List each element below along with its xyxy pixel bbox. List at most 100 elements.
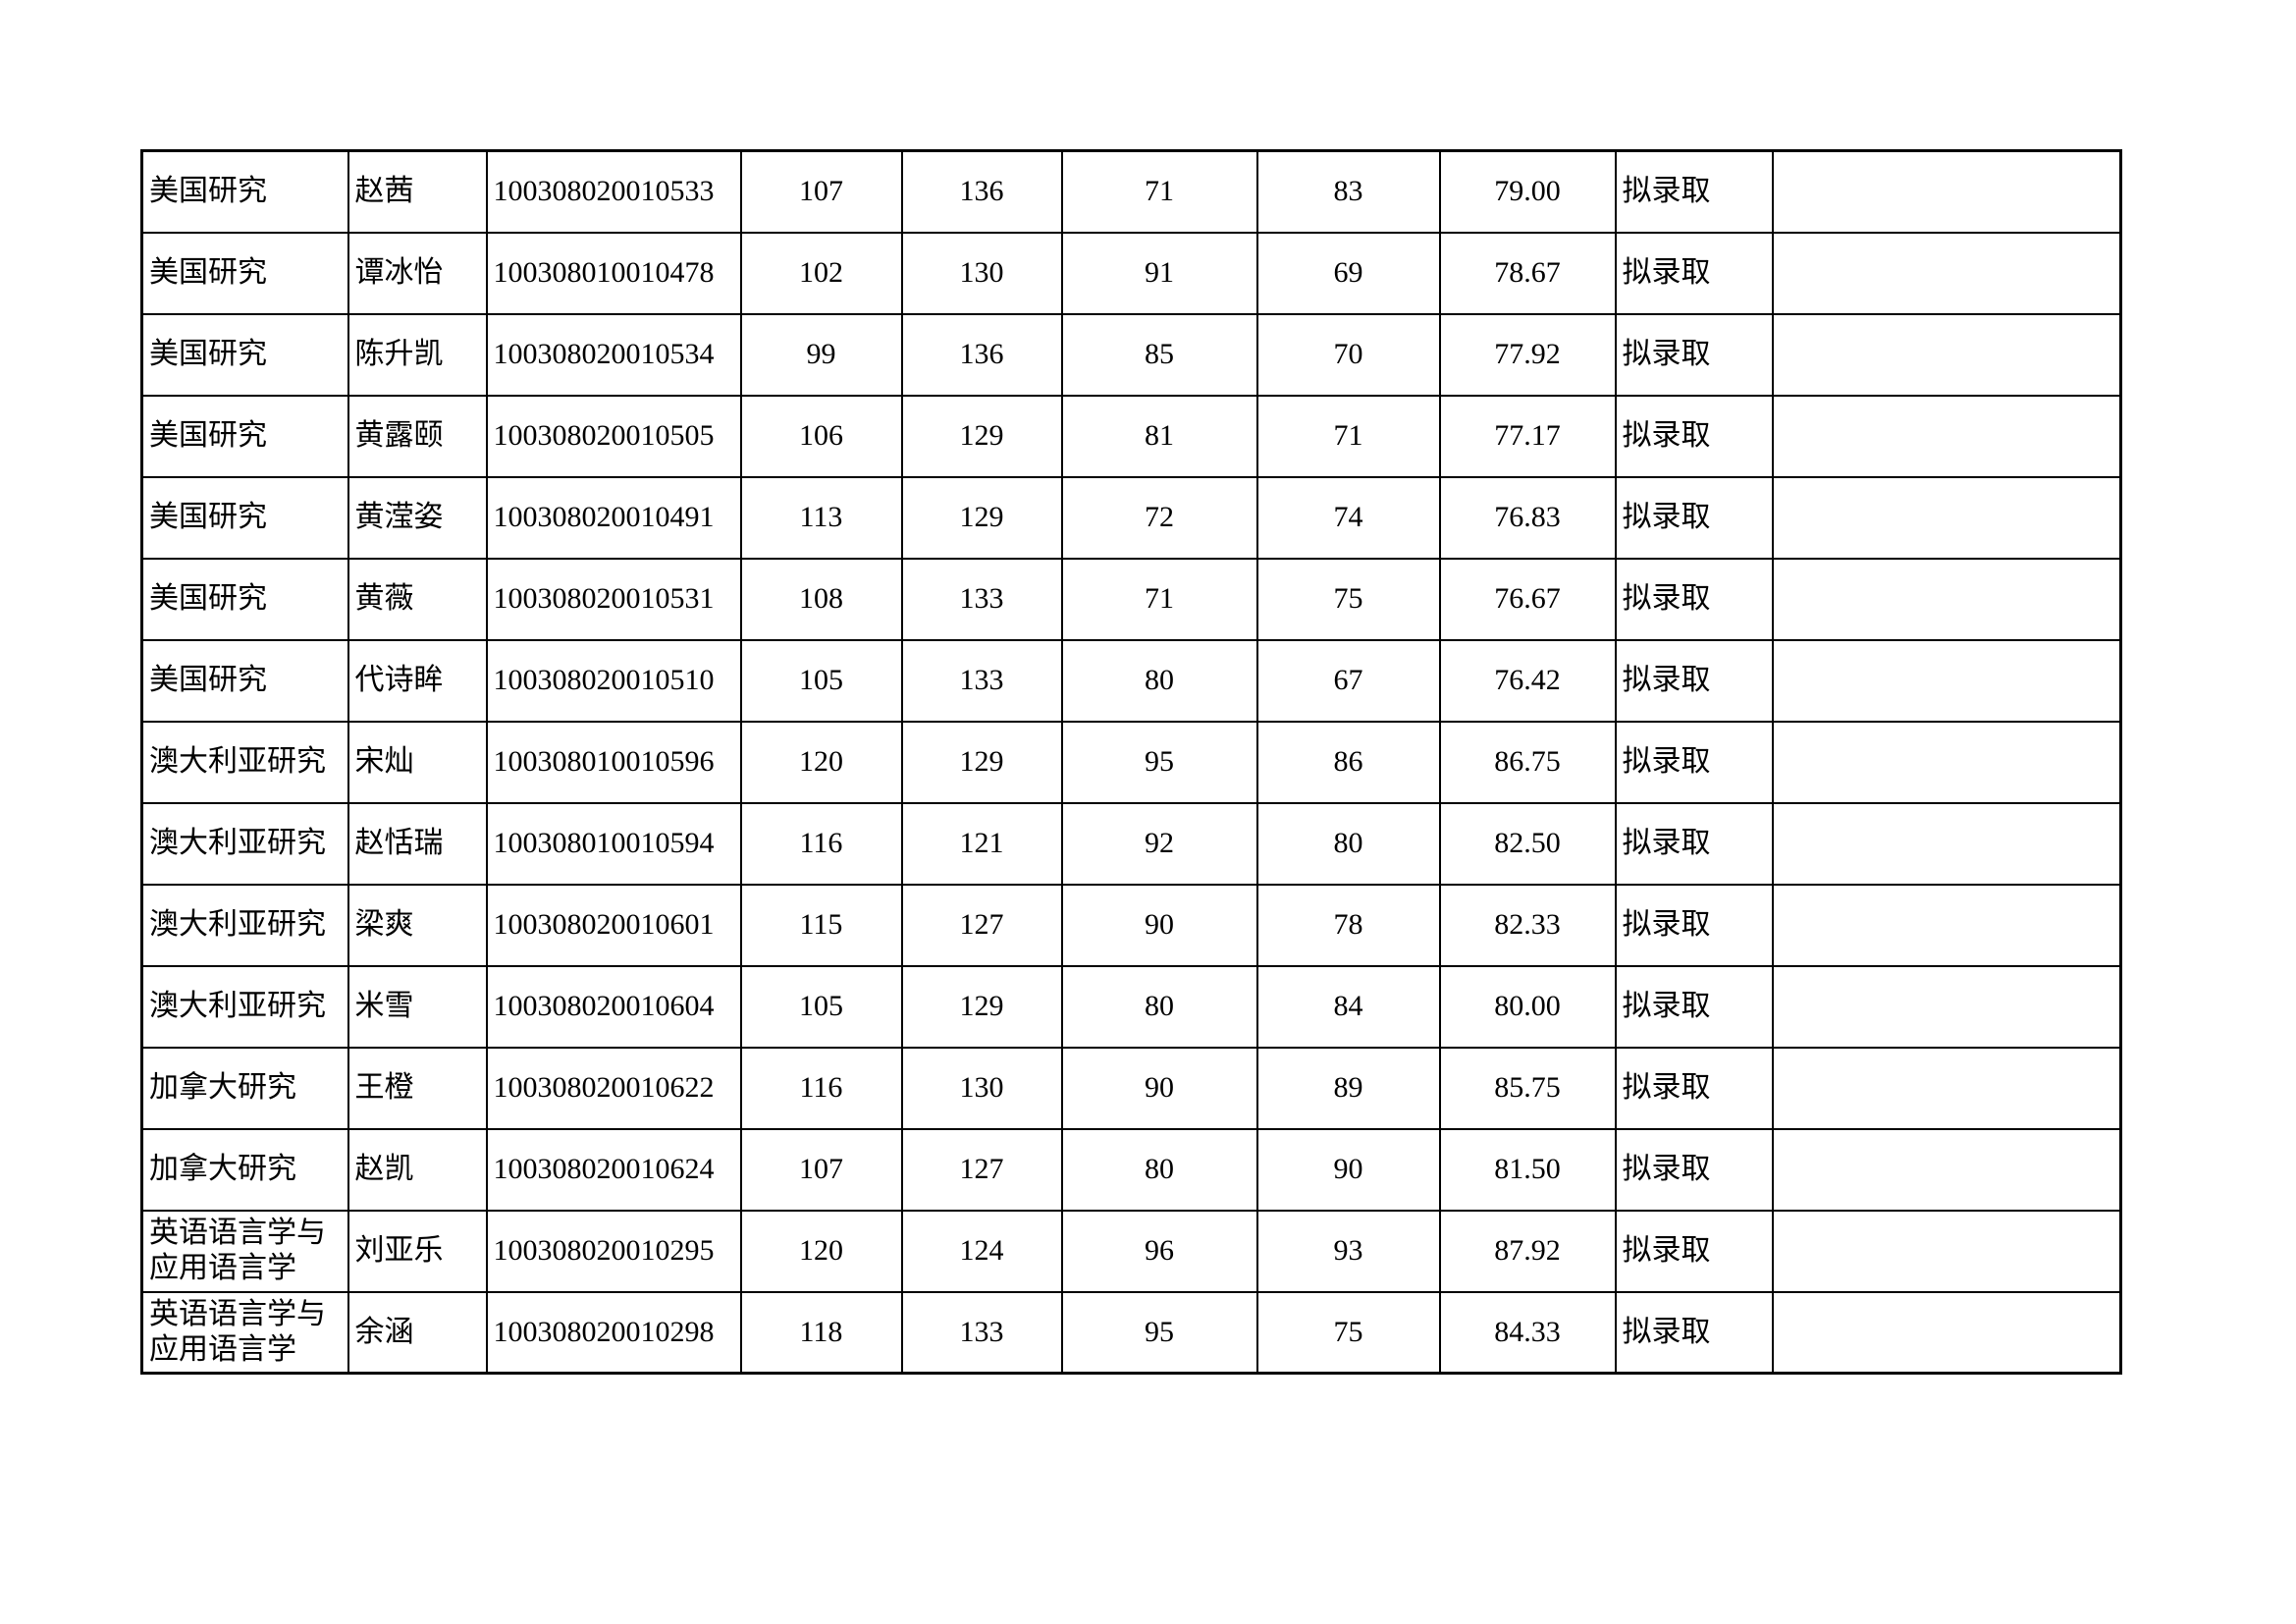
exam-id-cell: 100308020010624	[485, 1127, 742, 1212]
score-cell: 95	[1060, 720, 1258, 804]
table-row: 美国研究 黄露颐 100308020010505 106 129 81 71 77.17 拟录取	[140, 394, 2122, 478]
exam-id-cell: 100308020010505	[485, 394, 742, 478]
total-cell: 85.75	[1438, 1046, 1617, 1130]
total-cell: 82.33	[1438, 883, 1617, 967]
score-cell: 75	[1255, 1290, 1441, 1375]
name-cell: 黄滢姿	[347, 475, 488, 560]
score-cell: 127	[900, 883, 1063, 967]
score-cell: 129	[900, 964, 1063, 1049]
table-row: 加拿大研究 王橙 100308020010622 116 130 90 89 85.75 拟录取	[140, 1046, 2122, 1130]
score-cell: 83	[1255, 149, 1441, 234]
total-cell: 86.75	[1438, 720, 1617, 804]
score-cell: 105	[739, 964, 903, 1049]
table-row: 美国研究 谭冰怡 100308010010478 102 130 91 69 78.67 拟录取	[140, 231, 2122, 315]
major-cell: 澳大利亚研究	[140, 964, 349, 1049]
score-cell: 120	[739, 720, 903, 804]
score-cell: 71	[1255, 394, 1441, 478]
score-cell: 69	[1255, 231, 1441, 315]
table-row: 美国研究 代诗眸 100308020010510 105 133 80 67 76.42 拟录取	[140, 638, 2122, 723]
score-cell: 89	[1255, 1046, 1441, 1130]
score-cell: 127	[900, 1127, 1063, 1212]
total-cell: 78.67	[1438, 231, 1617, 315]
score-cell: 93	[1255, 1209, 1441, 1293]
score-cell: 95	[1060, 1290, 1258, 1375]
exam-id-cell: 100308020010510	[485, 638, 742, 723]
empty-cell	[1771, 801, 2122, 886]
score-cell: 70	[1255, 312, 1441, 397]
score-cell: 130	[900, 231, 1063, 315]
empty-cell	[1771, 231, 2122, 315]
major-cell: 美国研究	[140, 475, 349, 560]
score-cell: 75	[1255, 557, 1441, 641]
major-cell: 美国研究	[140, 638, 349, 723]
name-cell: 谭冰怡	[347, 231, 488, 315]
status-cell: 拟录取	[1614, 1127, 1774, 1212]
score-cell: 90	[1255, 1127, 1441, 1212]
major-cell: 加拿大研究	[140, 1127, 349, 1212]
score-cell: 90	[1060, 1046, 1258, 1130]
empty-cell	[1771, 1290, 2122, 1375]
status-cell: 拟录取	[1614, 394, 1774, 478]
empty-cell	[1771, 638, 2122, 723]
score-cell: 121	[900, 801, 1063, 886]
total-cell: 77.17	[1438, 394, 1617, 478]
score-cell: 80	[1060, 638, 1258, 723]
name-cell: 黄薇	[347, 557, 488, 641]
table-row: 英语语言学与应用语言学 余涵 100308020010298 118 133 95 75 84…	[140, 1290, 2122, 1375]
exam-id-cell: 100308020010295	[485, 1209, 742, 1293]
major-cell: 澳大利亚研究	[140, 720, 349, 804]
score-cell: 71	[1060, 557, 1258, 641]
score-cell: 124	[900, 1209, 1063, 1293]
status-cell: 拟录取	[1614, 475, 1774, 560]
score-cell: 71	[1060, 149, 1258, 234]
empty-cell	[1771, 149, 2122, 234]
name-cell: 余涵	[347, 1290, 488, 1375]
score-cell: 96	[1060, 1209, 1258, 1293]
major-cell: 澳大利亚研究	[140, 801, 349, 886]
empty-cell	[1771, 557, 2122, 641]
score-cell: 80	[1255, 801, 1441, 886]
exam-id-cell: 100308010010478	[485, 231, 742, 315]
major-cell: 英语语言学与应用语言学	[140, 1290, 349, 1375]
status-cell: 拟录取	[1614, 964, 1774, 1049]
table-row: 美国研究 黄薇 100308020010531 108 133 71 75 76.67 拟录取	[140, 557, 2122, 641]
total-cell: 77.92	[1438, 312, 1617, 397]
empty-cell	[1771, 312, 2122, 397]
status-cell: 拟录取	[1614, 312, 1774, 397]
exam-id-cell: 100308020010533	[485, 149, 742, 234]
major-cell: 美国研究	[140, 149, 349, 234]
exam-id-cell: 100308020010601	[485, 883, 742, 967]
score-cell: 118	[739, 1290, 903, 1375]
score-cell: 133	[900, 638, 1063, 723]
name-cell: 梁爽	[347, 883, 488, 967]
exam-id-cell: 100308020010622	[485, 1046, 742, 1130]
exam-id-cell: 100308020010534	[485, 312, 742, 397]
score-cell: 80	[1060, 1127, 1258, 1212]
score-cell: 99	[739, 312, 903, 397]
empty-cell	[1771, 883, 2122, 967]
score-cell: 78	[1255, 883, 1441, 967]
score-cell: 86	[1255, 720, 1441, 804]
exam-id-cell: 100308020010531	[485, 557, 742, 641]
score-cell: 136	[900, 312, 1063, 397]
table-row: 澳大利亚研究 宋灿 100308010010596 120 129 95 86 86.75 拟录…	[140, 720, 2122, 804]
name-cell: 赵凯	[347, 1127, 488, 1212]
score-table: 美国研究 赵茜 100308020010533 107 136 71 83 79.00 拟录取美…	[140, 149, 2122, 1375]
score-cell: 80	[1060, 964, 1258, 1049]
total-cell: 84.33	[1438, 1290, 1617, 1375]
score-cell: 108	[739, 557, 903, 641]
total-cell: 81.50	[1438, 1127, 1617, 1212]
status-cell: 拟录取	[1614, 557, 1774, 641]
total-cell: 87.92	[1438, 1209, 1617, 1293]
table-row: 澳大利亚研究 米雪 100308020010604 105 129 80 84 80.00 拟录…	[140, 964, 2122, 1049]
major-cell: 加拿大研究	[140, 1046, 349, 1130]
empty-cell	[1771, 1209, 2122, 1293]
status-cell: 拟录取	[1614, 1209, 1774, 1293]
table-row: 美国研究 陈升凯 100308020010534 99 136 85 70 77.92 拟录取	[140, 312, 2122, 397]
name-cell: 米雪	[347, 964, 488, 1049]
major-cell: 美国研究	[140, 312, 349, 397]
score-cell: 85	[1060, 312, 1258, 397]
score-cell: 106	[739, 394, 903, 478]
name-cell: 王橙	[347, 1046, 488, 1130]
